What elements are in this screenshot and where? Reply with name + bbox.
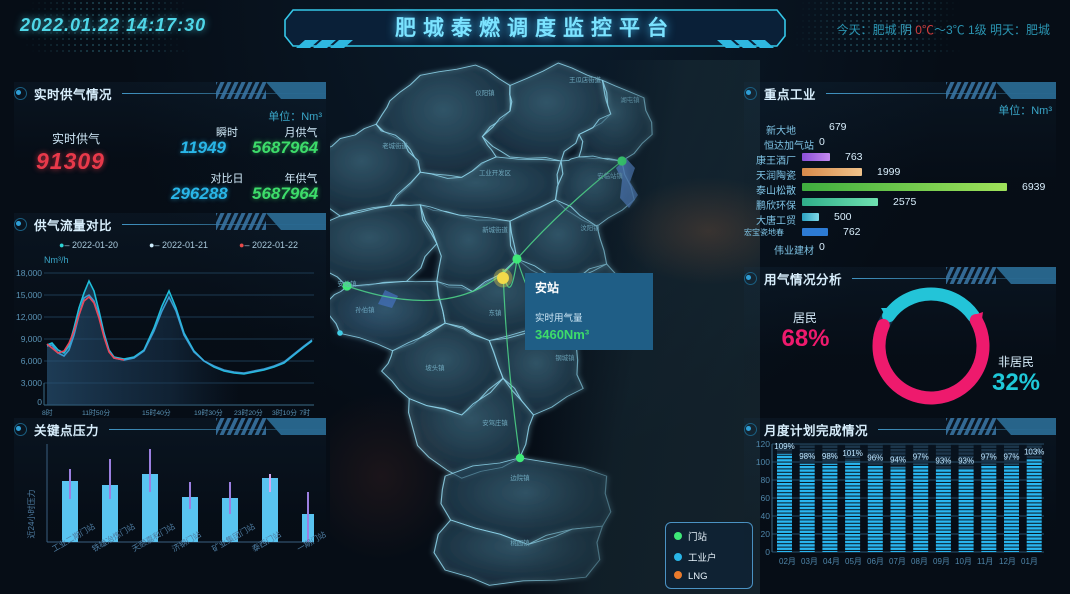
svg-text:3时10分: 3时10分 [272, 408, 297, 417]
svg-text:07月: 07月 [889, 557, 906, 566]
svg-text:近24小时压力: 近24小时压力 [26, 490, 36, 539]
svg-text:20: 20 [761, 529, 771, 539]
svg-text:23时20分: 23时20分 [234, 408, 263, 417]
svg-text:109%: 109% [774, 442, 794, 451]
svg-text:Nm³/h: Nm³/h [44, 255, 69, 265]
svg-text:96%: 96% [867, 454, 883, 463]
svg-text:10月: 10月 [955, 557, 972, 566]
svg-text:120: 120 [756, 439, 770, 449]
svg-text:97%: 97% [1003, 453, 1019, 462]
svg-text:6,000: 6,000 [21, 356, 43, 366]
svg-text:103%: 103% [1024, 447, 1044, 456]
svg-text:12,000: 12,000 [16, 312, 42, 322]
svg-text:3,000: 3,000 [21, 378, 43, 388]
svg-text:60: 60 [761, 493, 771, 503]
svg-text:0: 0 [765, 547, 770, 557]
svg-text:15,000: 15,000 [16, 290, 42, 300]
svg-text:11月: 11月 [977, 557, 993, 566]
svg-text:06月: 06月 [867, 557, 884, 566]
svg-text:98%: 98% [822, 452, 838, 461]
svg-text:15时40分: 15时40分 [142, 408, 171, 417]
svg-text:18,000: 18,000 [16, 268, 42, 278]
svg-text:94%: 94% [890, 455, 906, 464]
svg-text:09月: 09月 [933, 557, 950, 566]
svg-text:05月: 05月 [845, 557, 862, 566]
svg-text:98%: 98% [799, 452, 815, 461]
svg-text:01月: 01月 [1021, 557, 1038, 566]
svg-text:97%: 97% [913, 453, 929, 462]
svg-text:08月: 08月 [911, 557, 928, 566]
svg-text:0: 0 [37, 397, 42, 407]
svg-text:04月: 04月 [823, 557, 840, 566]
svg-text:100: 100 [756, 457, 770, 467]
svg-text:8时: 8时 [42, 408, 53, 417]
svg-text:7时: 7时 [299, 408, 310, 417]
svg-text:97%: 97% [981, 453, 997, 462]
svg-text:80: 80 [761, 475, 771, 485]
svg-text:101%: 101% [842, 449, 862, 458]
svg-text:93%: 93% [958, 456, 974, 465]
svg-text:93%: 93% [935, 456, 951, 465]
svg-text:40: 40 [761, 511, 771, 521]
svg-text:9,000: 9,000 [21, 334, 43, 344]
svg-text:19时30分: 19时30分 [194, 408, 223, 417]
svg-text:02月: 02月 [779, 557, 796, 566]
svg-text:12月: 12月 [999, 557, 1016, 566]
svg-text:11时50分: 11时50分 [82, 408, 110, 417]
svg-text:03月: 03月 [801, 557, 818, 566]
